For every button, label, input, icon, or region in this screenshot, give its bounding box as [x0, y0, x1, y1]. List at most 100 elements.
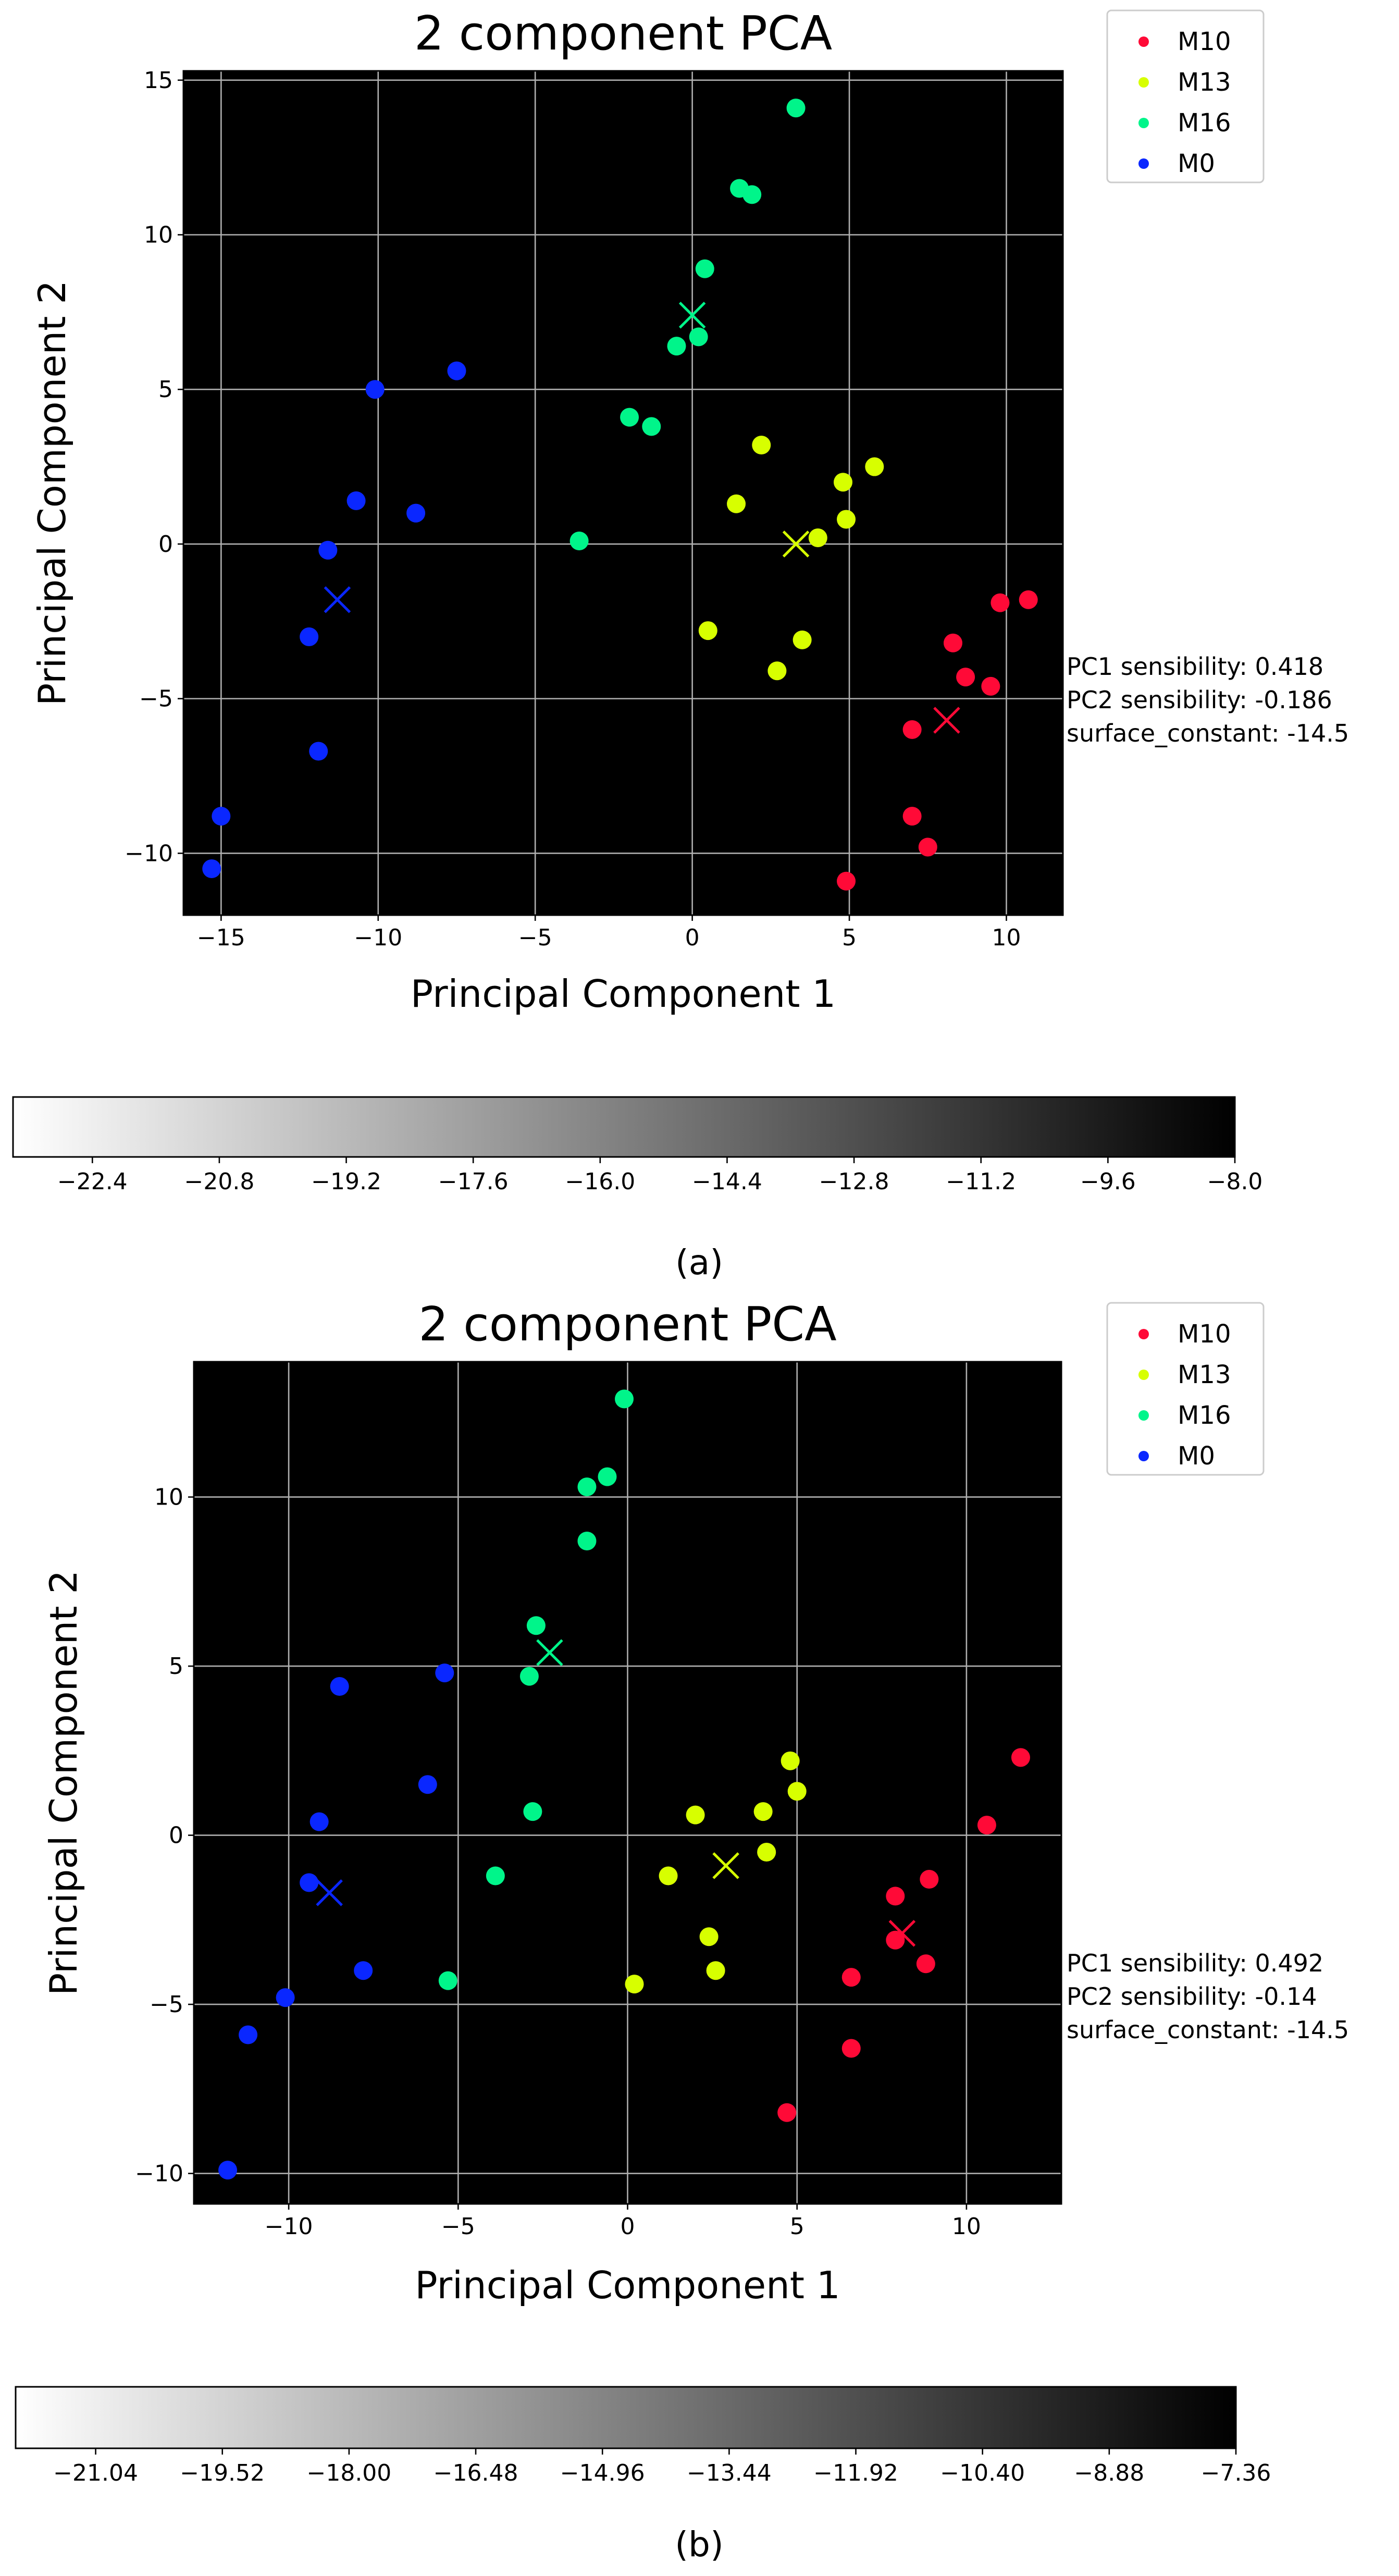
point-m0	[300, 627, 319, 646]
point-m10	[956, 668, 975, 687]
point-m16	[577, 1531, 597, 1550]
y-tick-label: −5	[139, 686, 173, 712]
centroid-m10	[933, 707, 960, 734]
colorbar	[12, 1096, 1236, 1158]
point-m16	[486, 1866, 505, 1885]
chart-title: 2 component PCA	[418, 1297, 836, 1352]
panel-caption: (b)	[675, 2524, 723, 2565]
x-axis-label: Principal Component 1	[415, 2263, 840, 2307]
legend-marker-m13	[1138, 1370, 1149, 1380]
legend-label-m13: M13	[1178, 1360, 1231, 1389]
x-tick-label: −10	[354, 925, 402, 951]
point-m0	[276, 1988, 295, 2007]
axes-frame	[182, 70, 1064, 916]
point-m13	[808, 528, 827, 548]
y-tick-label: −10	[135, 2161, 183, 2187]
centroid-m16	[536, 1639, 563, 1666]
colorbar	[15, 2386, 1237, 2449]
point-m10	[837, 871, 856, 891]
point-m10	[977, 1816, 996, 1835]
point-m0	[346, 491, 366, 510]
point-m16	[519, 1667, 539, 1686]
y-tick-label: −5	[150, 1991, 183, 2018]
centroid-stroke	[678, 302, 706, 329]
point-m13	[698, 621, 717, 640]
colorbar-tick-label: −18.00	[306, 2460, 391, 2486]
point-m13	[834, 473, 852, 492]
legend-label-m0: M0	[1178, 149, 1215, 178]
colorbar-tick-label: −11.92	[813, 2460, 898, 2486]
colorbar-tick-label: −14.4	[692, 1168, 762, 1195]
colorbar-tick-label: −10.40	[940, 2460, 1025, 2486]
point-m0	[365, 380, 385, 399]
point-m10	[841, 1968, 861, 1987]
point-m13	[753, 1802, 773, 1821]
panel-caption: (a)	[675, 1242, 723, 1283]
y-tick-label: 15	[144, 67, 173, 94]
point-m10	[777, 2103, 797, 2122]
point-m13	[727, 494, 746, 513]
legend: M10 M13 M16 M0	[1106, 9, 1265, 183]
centroid-m16	[678, 302, 706, 329]
sensibility-annotation: PC2 sensibility: -0.186	[1067, 686, 1332, 714]
legend-box	[1106, 9, 1265, 183]
colorbar-tick-label: −8.0	[1207, 1168, 1263, 1195]
colorbar-tick-label: −11.2	[946, 1168, 1016, 1195]
sensibility-annotation: PC2 sensibility: -0.14	[1067, 1982, 1317, 2011]
point-m13	[767, 661, 787, 681]
legend-marker-m16	[1138, 1410, 1149, 1421]
y-tick-label: 10	[154, 1484, 183, 1511]
point-m0	[406, 503, 426, 523]
point-m10	[902, 807, 922, 826]
colorbar-tick-label: −19.52	[180, 2460, 265, 2486]
legend: M10 M13 M16 M0	[1106, 1302, 1265, 1476]
colorbar-tick-label: −16.48	[434, 2460, 518, 2486]
legend-marker-m0	[1138, 158, 1149, 169]
point-m0	[309, 742, 328, 761]
sensibility-annotation: PC1 sensibility: 0.492	[1067, 1949, 1323, 1977]
x-tick-label: −10	[265, 2213, 313, 2240]
point-m13	[699, 1927, 719, 1946]
point-m13	[865, 457, 884, 476]
point-m0	[309, 1812, 329, 1831]
point-m16	[526, 1616, 546, 1635]
point-m10	[841, 2039, 861, 2058]
legend-marker-m16	[1138, 118, 1149, 128]
panel-b: −10 −5 0 5 10 −10 −5 0 5 10 2 component PCA Princip…	[15, 1297, 1349, 2565]
sensibility-annotation: PC1 sensibility: 0.418	[1067, 652, 1323, 681]
point-m10	[920, 1869, 939, 1889]
point-m13	[752, 436, 771, 455]
colorbar-tick-label: −8.88	[1074, 2460, 1144, 2486]
y-tick-label: 5	[158, 376, 173, 403]
centroid-m13	[712, 1852, 739, 1879]
colorbar-tick-label: −19.2	[311, 1168, 381, 1195]
x-tick-label: −5	[518, 925, 552, 951]
y-tick-label: 10	[144, 222, 173, 249]
point-m16	[438, 1971, 457, 1990]
legend-marker-m10	[1138, 36, 1149, 47]
x-tick-label: 5	[790, 2213, 804, 2240]
centroid-stroke	[782, 531, 810, 558]
y-tick-label: 5	[169, 1653, 183, 1680]
legend-label-m10: M10	[1178, 27, 1231, 56]
point-m10	[886, 1887, 905, 1906]
point-m0	[435, 1663, 454, 1683]
colorbar-tick-label: −22.4	[57, 1168, 128, 1195]
y-axis-label: Principal Component 2	[30, 280, 74, 706]
point-m10	[991, 593, 1010, 612]
point-m13	[686, 1805, 705, 1825]
panel-a: −15 −10 −5 0 5 10 −10 −5 0 5 10 15 2 component PCA Pr…	[12, 6, 1349, 1283]
point-m16	[695, 259, 714, 278]
heatmap-background	[183, 71, 1063, 915]
point-m13	[706, 1961, 725, 1980]
point-m0	[418, 1775, 437, 1794]
centroid-m13	[782, 531, 810, 558]
point-m16	[523, 1802, 542, 1821]
y-axis-label: Principal Component 2	[42, 1570, 85, 1995]
point-m13	[625, 1975, 644, 1994]
point-m13	[793, 630, 812, 649]
centroid-m0	[324, 586, 351, 613]
point-m16	[614, 1389, 634, 1409]
point-m0	[318, 540, 338, 560]
point-m0	[239, 2025, 258, 2044]
